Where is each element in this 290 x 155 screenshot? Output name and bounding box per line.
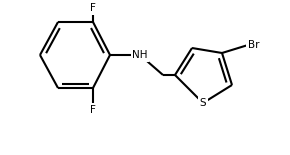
Text: F: F <box>90 3 96 13</box>
Text: S: S <box>200 98 206 108</box>
Text: NH: NH <box>132 50 148 60</box>
Text: Br: Br <box>248 40 260 50</box>
Text: F: F <box>90 105 96 115</box>
